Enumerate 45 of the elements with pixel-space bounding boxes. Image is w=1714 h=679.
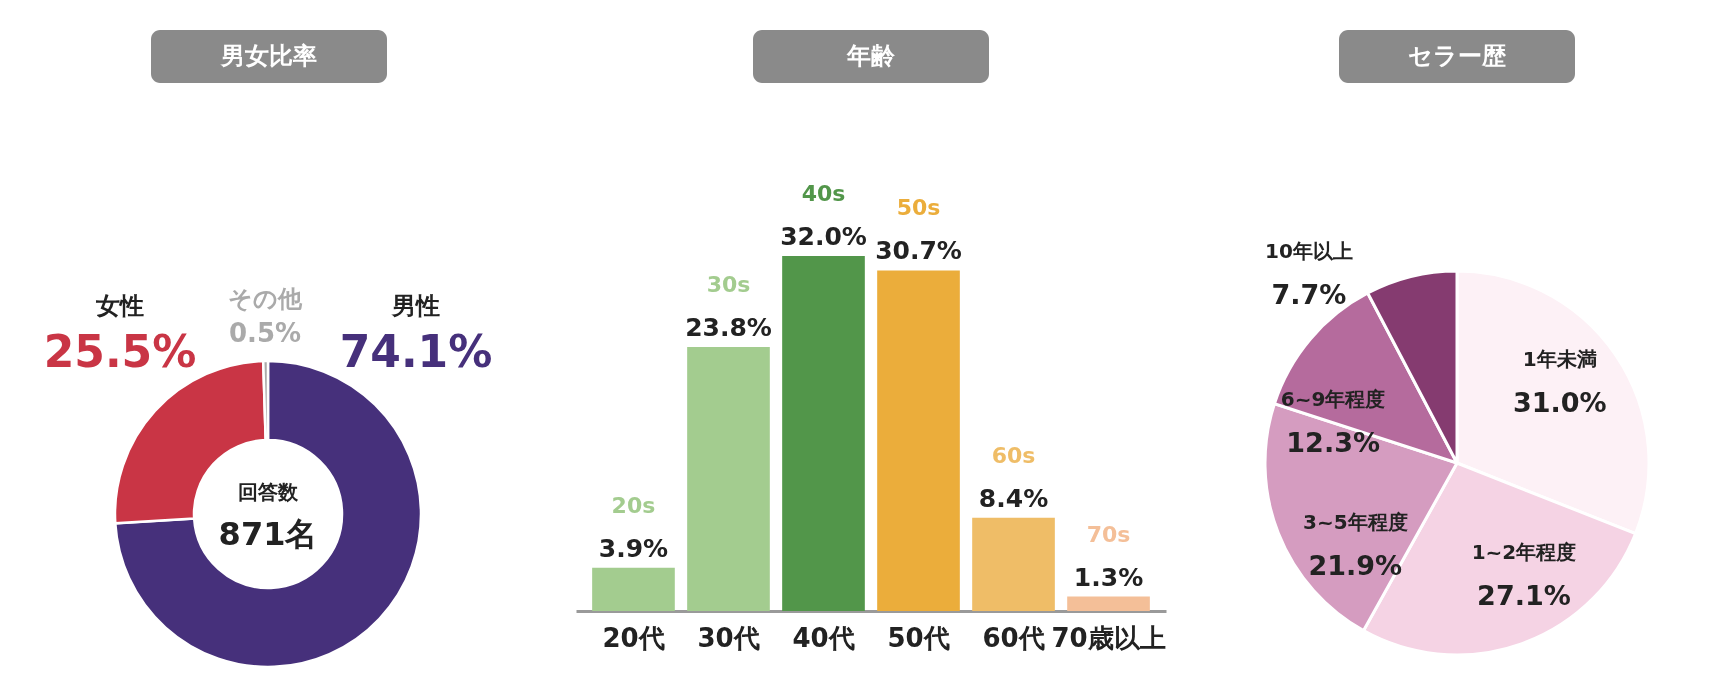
slice-label: 1~2年程度 [1471,540,1577,565]
text: 回答数 [238,480,299,504]
annotation: 30s [706,271,751,297]
data-label: 12.3% [1286,426,1380,458]
data-label: 1.3% [1073,562,1144,592]
data-label: 0.5% [228,318,302,348]
bar [972,517,1055,611]
data-label: 32.0% [780,222,867,251]
data-label: 3.9% [598,533,669,563]
annotation: 20s [611,492,656,518]
annotation: 40s [801,181,846,206]
data-label: 23.8% [685,312,772,342]
annotation: 60s [991,442,1036,468]
x-tick-label: 50代 [887,622,950,653]
chart-title: 男女比率 [220,42,317,70]
bar [782,256,865,611]
bar [877,270,960,611]
data-label: 30.7% [875,236,962,266]
x-tick-label: 60代 [982,622,1045,653]
x-tick-label: 30代 [697,622,760,653]
slice-label: 3~5年程度 [1302,509,1408,534]
data-label: 21.9% [1308,549,1403,581]
slice-label: 10年以上 [1265,239,1353,264]
slice-label: 女性 [95,292,144,320]
bar [687,346,770,611]
chart-title: 年齢 [846,42,896,70]
data-label: 8.4% [978,483,1049,513]
text: 871名 [218,515,318,553]
data-label: 31.0% [1512,387,1607,419]
x-tick-label: 70歳以上 [1051,622,1166,653]
annotation: 70s [1086,521,1131,547]
data-label: 25.5% [43,326,197,377]
data-label: 74.1% [339,326,493,377]
x-tick-label: 20代 [602,622,665,653]
bar [1067,596,1150,611]
x-tick-label: 40代 [792,622,855,653]
bar [592,567,675,611]
annotation: 50s [896,195,941,221]
slice-label: 男性 [391,292,440,320]
slice-label: 6~9年程度 [1280,386,1386,411]
chart-title: セラー歴 [1408,42,1506,70]
data-label: 27.1% [1477,580,1571,612]
slice-label: 1年未満 [1522,347,1597,372]
slice-label: その他 [228,285,304,313]
data-label: 7.7% [1271,279,1347,311]
